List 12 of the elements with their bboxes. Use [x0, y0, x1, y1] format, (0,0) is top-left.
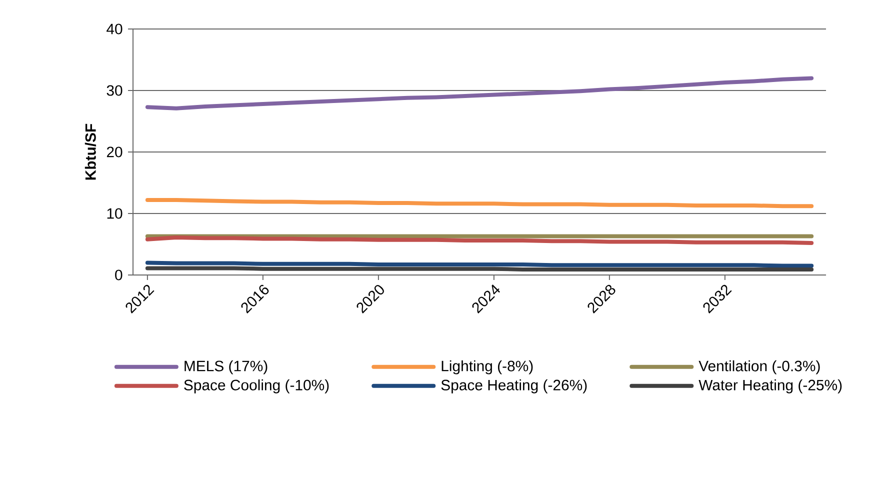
y-tick-label: 40	[106, 24, 122, 34]
y-tick-label: 30	[106, 85, 122, 96]
y-axis-title: Kbtu/SF	[84, 124, 96, 180]
y-tick-label: 10	[107, 208, 122, 219]
legend-label: Lighting (-8%)	[442, 360, 533, 374]
legend-label: Water Heating (-25%)	[698, 379, 842, 394]
legend-label: Space Heating (-26%)	[441, 379, 587, 394]
legend-label: Space Cooling (-10%)	[184, 379, 329, 394]
legend-label: MELS (17%)	[184, 360, 268, 374]
legend-label: Ventilation (-0.3%)	[698, 360, 820, 374]
y-tick-label: 0	[115, 270, 122, 280]
y-tick-label: 20	[106, 146, 122, 158]
